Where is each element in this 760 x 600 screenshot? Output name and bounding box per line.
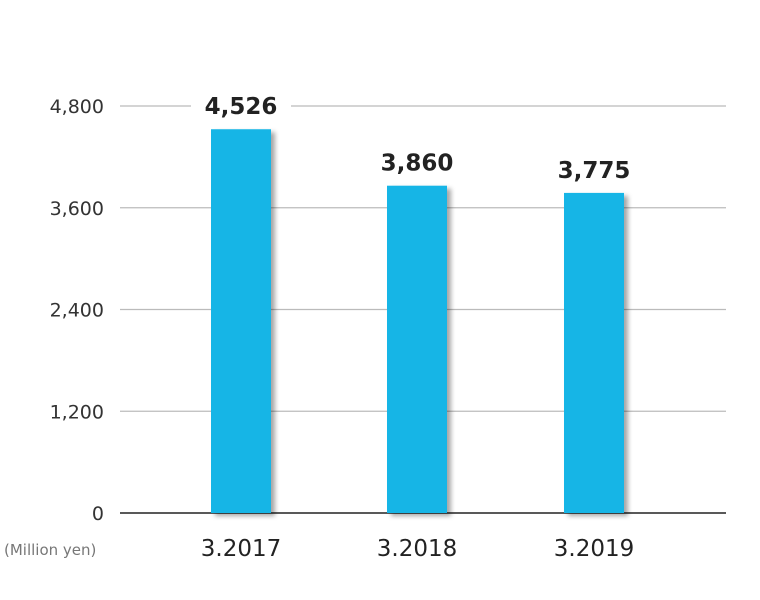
data-labels: 4,526 3,860 3,775 — [191, 90, 630, 184]
x-category-label: 3.2018 — [377, 536, 457, 562]
bar — [387, 185, 447, 513]
x-category-label: 3.2017 — [201, 536, 281, 562]
bar — [564, 192, 624, 514]
y-tick-label: 0 — [92, 503, 104, 525]
y-tick-label: 3,600 — [50, 198, 104, 220]
y-tick-label: 4,800 — [50, 96, 104, 118]
y-tick-label: 2,400 — [50, 300, 104, 322]
data-label-background — [191, 90, 291, 123]
x-category-label: 3.2019 — [554, 536, 634, 562]
data-label: 3,860 — [381, 151, 454, 177]
y-tick-label: 1,200 — [50, 401, 104, 423]
unit-label: (Million yen) — [4, 541, 96, 559]
data-label: 4,526 — [205, 94, 278, 120]
y-axis-ticks: 0 1,200 2,400 3,600 4,800 — [50, 96, 104, 525]
bar — [211, 129, 271, 513]
bars — [211, 129, 624, 514]
data-label: 3,775 — [558, 158, 631, 184]
x-axis-categories: 3.2017 3.2018 3.2019 — [201, 536, 634, 562]
